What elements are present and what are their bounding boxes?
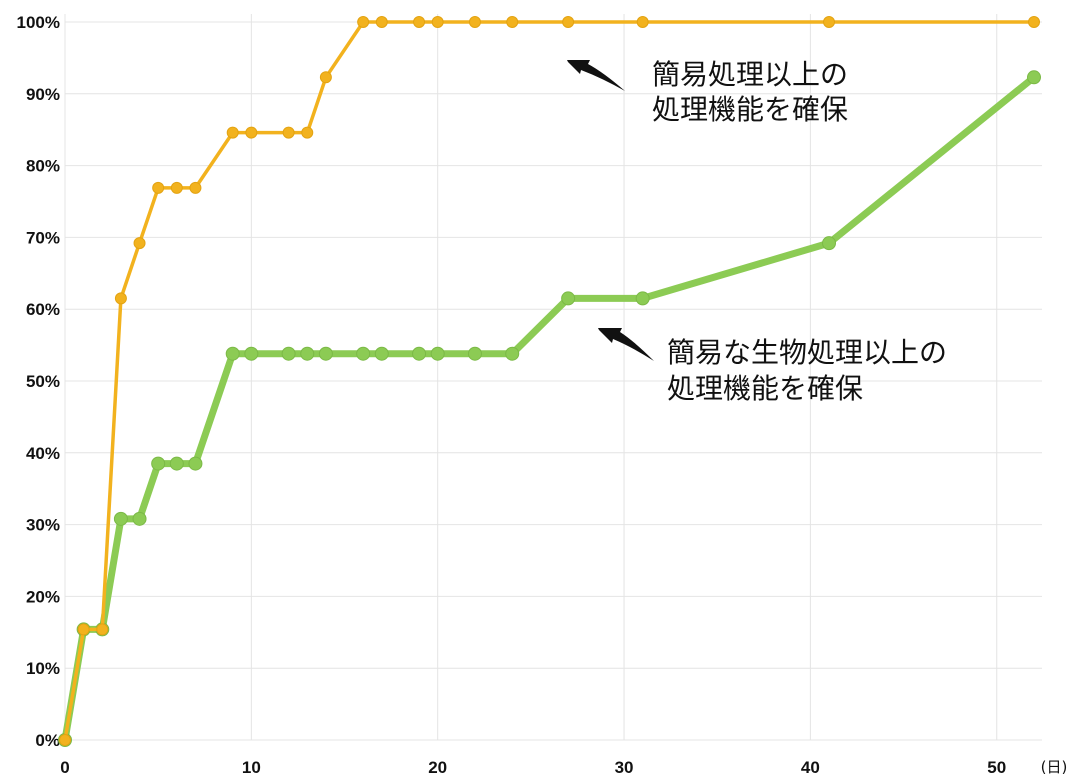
data-point xyxy=(375,16,388,28)
x-tick-label: 20 xyxy=(428,758,447,777)
data-point xyxy=(635,291,650,306)
data-point xyxy=(374,346,389,361)
data-point xyxy=(1028,16,1040,28)
curved-arrow-icon xyxy=(598,328,654,361)
data-point xyxy=(822,236,837,251)
annotation-green: 簡易な生物処理以上の 処理機能を確保 xyxy=(598,328,947,405)
x-tick-label: 30 xyxy=(615,758,634,777)
data-point xyxy=(188,456,203,471)
data-point xyxy=(132,511,147,526)
y-tick-label: 0% xyxy=(35,731,60,750)
data-point xyxy=(225,346,240,361)
data-point xyxy=(823,16,836,28)
y-tick-label: 70% xyxy=(26,228,60,247)
y-tick-label: 50% xyxy=(26,372,60,391)
y-tick-label: 100% xyxy=(17,13,60,32)
data-point xyxy=(282,126,295,139)
annotation-orange-line-1: 簡易処理以上の xyxy=(652,58,848,91)
series-orange xyxy=(59,16,1040,746)
data-point xyxy=(412,346,427,361)
data-point xyxy=(356,346,371,361)
y-tick-label: 80% xyxy=(26,157,60,176)
x-axis-unit: (日) xyxy=(1041,758,1068,776)
data-point xyxy=(244,346,259,361)
data-point xyxy=(59,734,71,746)
y-tick-label: 10% xyxy=(26,659,60,678)
axis-labels: (日) 0% 10% 20% 30% 40% 50% 60% 70% 80% 90% 100% 0 10… xyxy=(17,13,1068,777)
x-tick-label: 40 xyxy=(801,758,820,777)
series-group xyxy=(58,16,1041,747)
y-tick-label: 60% xyxy=(26,300,60,319)
data-point xyxy=(430,346,445,361)
annotation-orange: 簡易処理以上の 処理機能を確保 xyxy=(567,58,848,126)
data-point xyxy=(506,16,519,28)
data-point xyxy=(300,346,315,361)
data-point xyxy=(114,292,127,305)
data-point xyxy=(318,346,333,361)
x-tick-label: 10 xyxy=(242,758,261,777)
data-point xyxy=(96,623,109,636)
data-point xyxy=(413,16,426,28)
data-point xyxy=(170,181,183,194)
y-tick-label: 30% xyxy=(26,516,60,535)
grid-lines xyxy=(64,14,1042,741)
data-point xyxy=(505,346,520,361)
data-point xyxy=(562,16,575,28)
data-point xyxy=(636,16,649,28)
annotation-green-line-2: 処理機能を確保 xyxy=(667,372,863,405)
data-point xyxy=(133,237,146,250)
data-point xyxy=(245,126,258,139)
data-point xyxy=(1027,70,1041,85)
data-point xyxy=(169,456,184,471)
y-tick-label: 90% xyxy=(26,85,60,104)
y-tick-label: 40% xyxy=(26,444,60,463)
data-point xyxy=(77,623,90,636)
series-line xyxy=(61,73,1038,744)
data-point xyxy=(281,346,296,361)
data-point xyxy=(467,346,482,361)
data-point xyxy=(301,126,314,139)
data-point xyxy=(431,16,444,28)
x-tick-label: 50 xyxy=(987,758,1006,777)
data-point xyxy=(189,181,202,194)
data-point xyxy=(468,16,481,28)
data-point xyxy=(357,16,370,28)
data-point xyxy=(152,181,165,194)
x-tick-label: 0 xyxy=(60,758,69,777)
annotation-orange-line-2: 処理機能を確保 xyxy=(652,93,848,126)
data-point xyxy=(319,71,332,84)
annotation-green-line-1: 簡易な生物処理以上の xyxy=(667,336,947,369)
y-tick-label: 20% xyxy=(26,587,60,606)
data-point xyxy=(561,291,576,306)
data-point xyxy=(151,456,166,471)
data-point xyxy=(226,126,239,139)
data-point xyxy=(113,511,128,526)
curved-arrow-icon xyxy=(567,60,625,91)
